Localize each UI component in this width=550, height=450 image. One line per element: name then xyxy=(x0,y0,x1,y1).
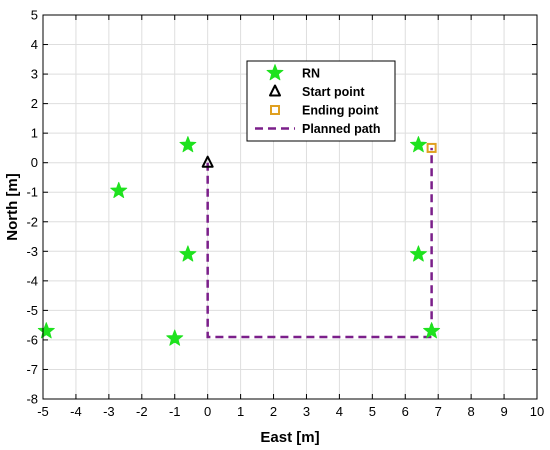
rn-star-marker xyxy=(423,322,441,339)
x-tick-label: 1 xyxy=(237,404,244,419)
rn-star-marker xyxy=(37,322,55,339)
x-tick-label: -5 xyxy=(37,404,49,419)
x-tick-label: 5 xyxy=(369,404,376,419)
ticks: -5 -4 -3 -2 -1 0 1 2 3 4 5 6 7 8 9 10 -8 -7 -6 -5 -4 -3 -2 -1 0 1… xyxy=(26,8,544,420)
x-tick-label: 7 xyxy=(435,404,442,419)
x-tick-label: 0 xyxy=(204,404,211,419)
y-tick-label: 2 xyxy=(31,96,38,111)
ending-point-marker xyxy=(426,142,437,153)
x-tick-label: 10 xyxy=(530,404,544,419)
x-tick-label: -3 xyxy=(103,404,115,419)
y-tick-label: 4 xyxy=(31,37,38,52)
y-tick-label: -4 xyxy=(26,273,38,288)
y-tick-label: -8 xyxy=(26,392,38,407)
legend-rn: RN xyxy=(266,64,320,81)
y-tick-label: -2 xyxy=(26,214,38,229)
legend-label: Planned path xyxy=(302,122,380,136)
legend-start-point: Start point xyxy=(269,84,365,99)
y-tick-label: -7 xyxy=(26,362,38,377)
legend-label: Start point xyxy=(302,85,365,99)
marker-layer xyxy=(37,136,441,346)
x-tick-label: 8 xyxy=(468,404,475,419)
rn-star-marker xyxy=(179,136,197,153)
rn-star-marker xyxy=(179,245,197,262)
rn-star-marker xyxy=(409,136,427,153)
rn-star-marker xyxy=(166,329,184,346)
rn-star-marker xyxy=(110,181,128,199)
x-tick-label: 6 xyxy=(402,404,409,419)
legend-ending-point: Ending point xyxy=(270,104,379,118)
y-axis-title: North [m] xyxy=(4,173,21,241)
x-tick-label: 2 xyxy=(270,404,277,419)
y-tick-label: 1 xyxy=(31,126,38,141)
y-tick-label: 5 xyxy=(31,8,38,23)
y-tick-label: -3 xyxy=(26,244,38,259)
rn-star-marker xyxy=(409,245,427,262)
legend-symbol xyxy=(270,105,280,115)
legend-symbol xyxy=(269,84,281,97)
y-tick-label: -5 xyxy=(26,303,38,318)
legend: RN Start point Ending point Planned path xyxy=(246,60,396,142)
y-tick-label: -6 xyxy=(26,332,38,347)
y-tick-label: 3 xyxy=(31,67,38,82)
x-tick-label: 9 xyxy=(500,404,507,419)
x-tick-label: -2 xyxy=(136,404,148,419)
legend-label: Ending point xyxy=(302,104,379,118)
x-axis-title: East [m] xyxy=(260,429,319,446)
x-tick-label: -1 xyxy=(169,404,181,419)
start-point-marker xyxy=(201,155,214,168)
legend-label: RN xyxy=(302,67,320,81)
legend-planned-path: Planned path xyxy=(255,122,380,136)
plot-frame xyxy=(42,14,538,400)
y-tick-label: -1 xyxy=(26,185,38,200)
x-tick-label: 4 xyxy=(336,404,343,419)
legend-symbol xyxy=(266,64,284,81)
planned-path-line xyxy=(206,147,433,339)
grid xyxy=(42,14,538,400)
path-layer xyxy=(206,147,433,339)
y-tick-label: 0 xyxy=(31,155,38,170)
x-tick-label: 3 xyxy=(303,404,310,419)
x-tick-label: -4 xyxy=(70,404,82,419)
